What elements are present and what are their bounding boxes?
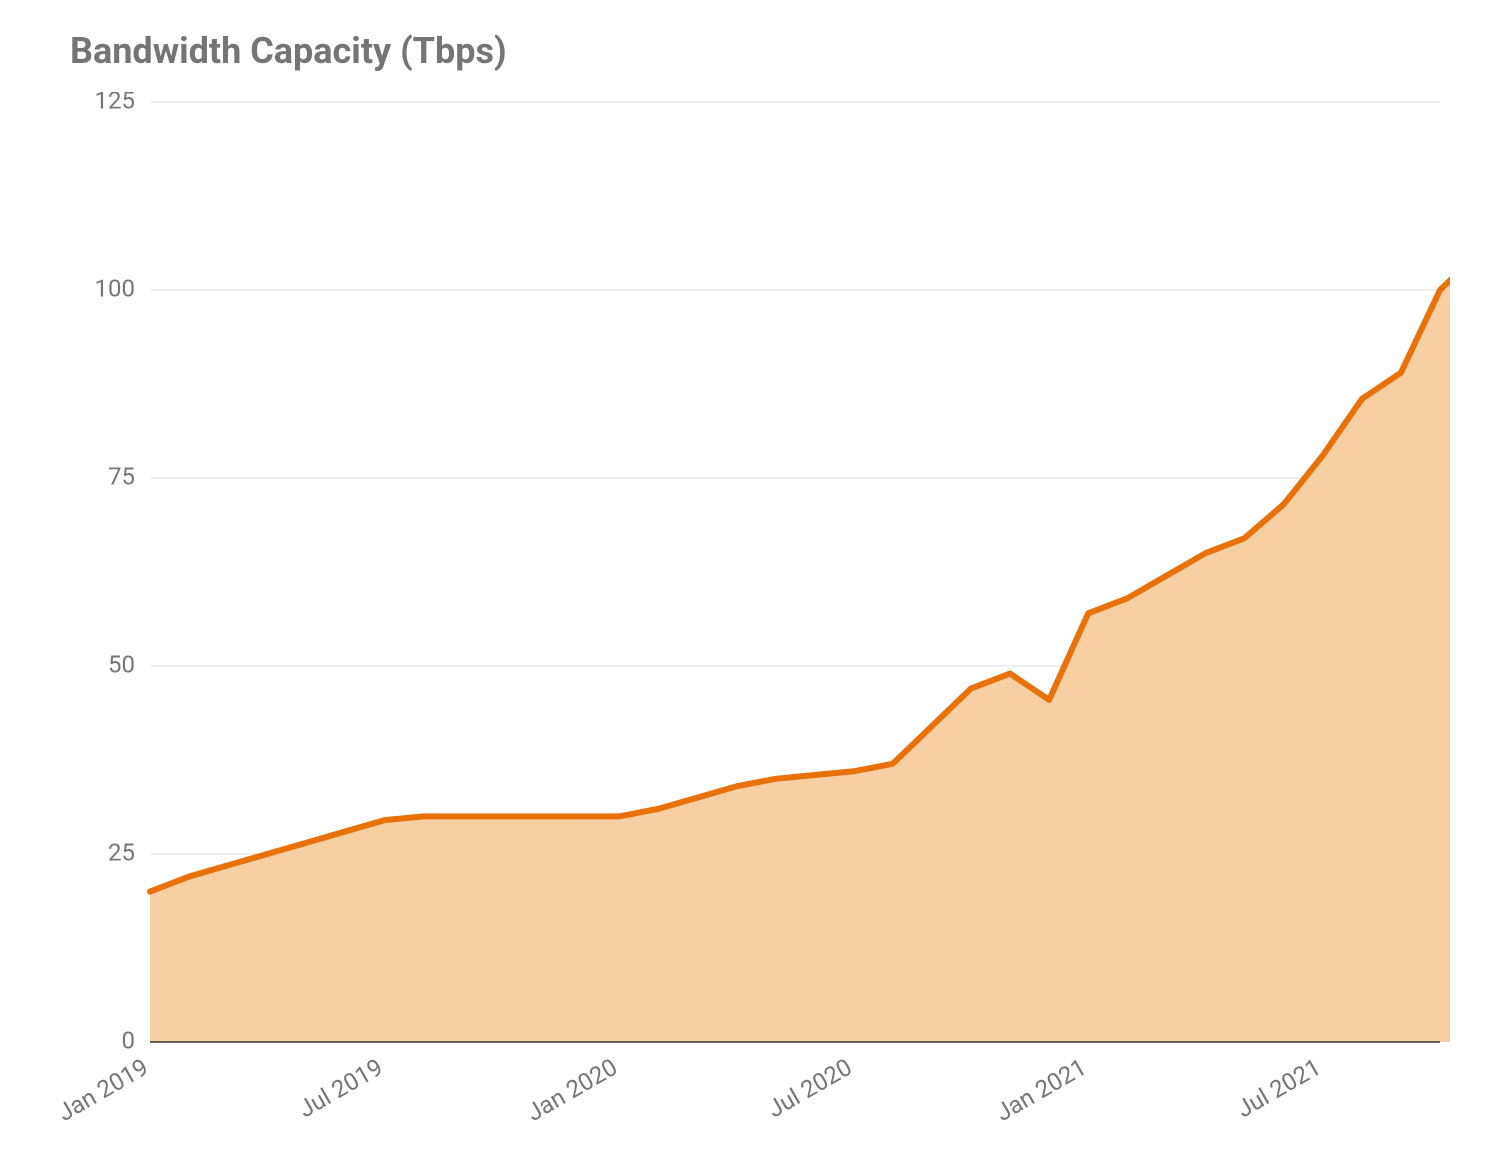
x-tick-label: Jan 2019	[53, 1053, 153, 1127]
area-chart-svg: 0 25 50 75 100 125 Jan 2019 Jul 2019 Jan 2020 Jul…	[50, 92, 1450, 1142]
x-tick-label: Jul 2020	[763, 1053, 857, 1123]
y-tick-label: 50	[108, 650, 135, 678]
y-tick-label: 100	[95, 274, 135, 302]
y-tick-label: 125	[95, 92, 135, 114]
x-tick-label: Jan 2020	[522, 1053, 622, 1127]
y-tick-label: 75	[108, 462, 135, 490]
y-tick-label: 0	[122, 1026, 136, 1054]
x-tick-label: Jul 2019	[294, 1053, 388, 1123]
chart-container: 0 25 50 75 100 125 Jan 2019 Jul 2019 Jan 2020 Jul…	[50, 92, 1450, 1142]
chart-title: Bandwidth Capacity (Tbps)	[70, 30, 1466, 72]
x-tick-label: Jul 2021	[1232, 1053, 1326, 1123]
y-tick-label: 25	[108, 838, 135, 866]
area-fill	[150, 252, 1450, 1042]
x-tick-label: Jan 2021	[991, 1053, 1091, 1127]
